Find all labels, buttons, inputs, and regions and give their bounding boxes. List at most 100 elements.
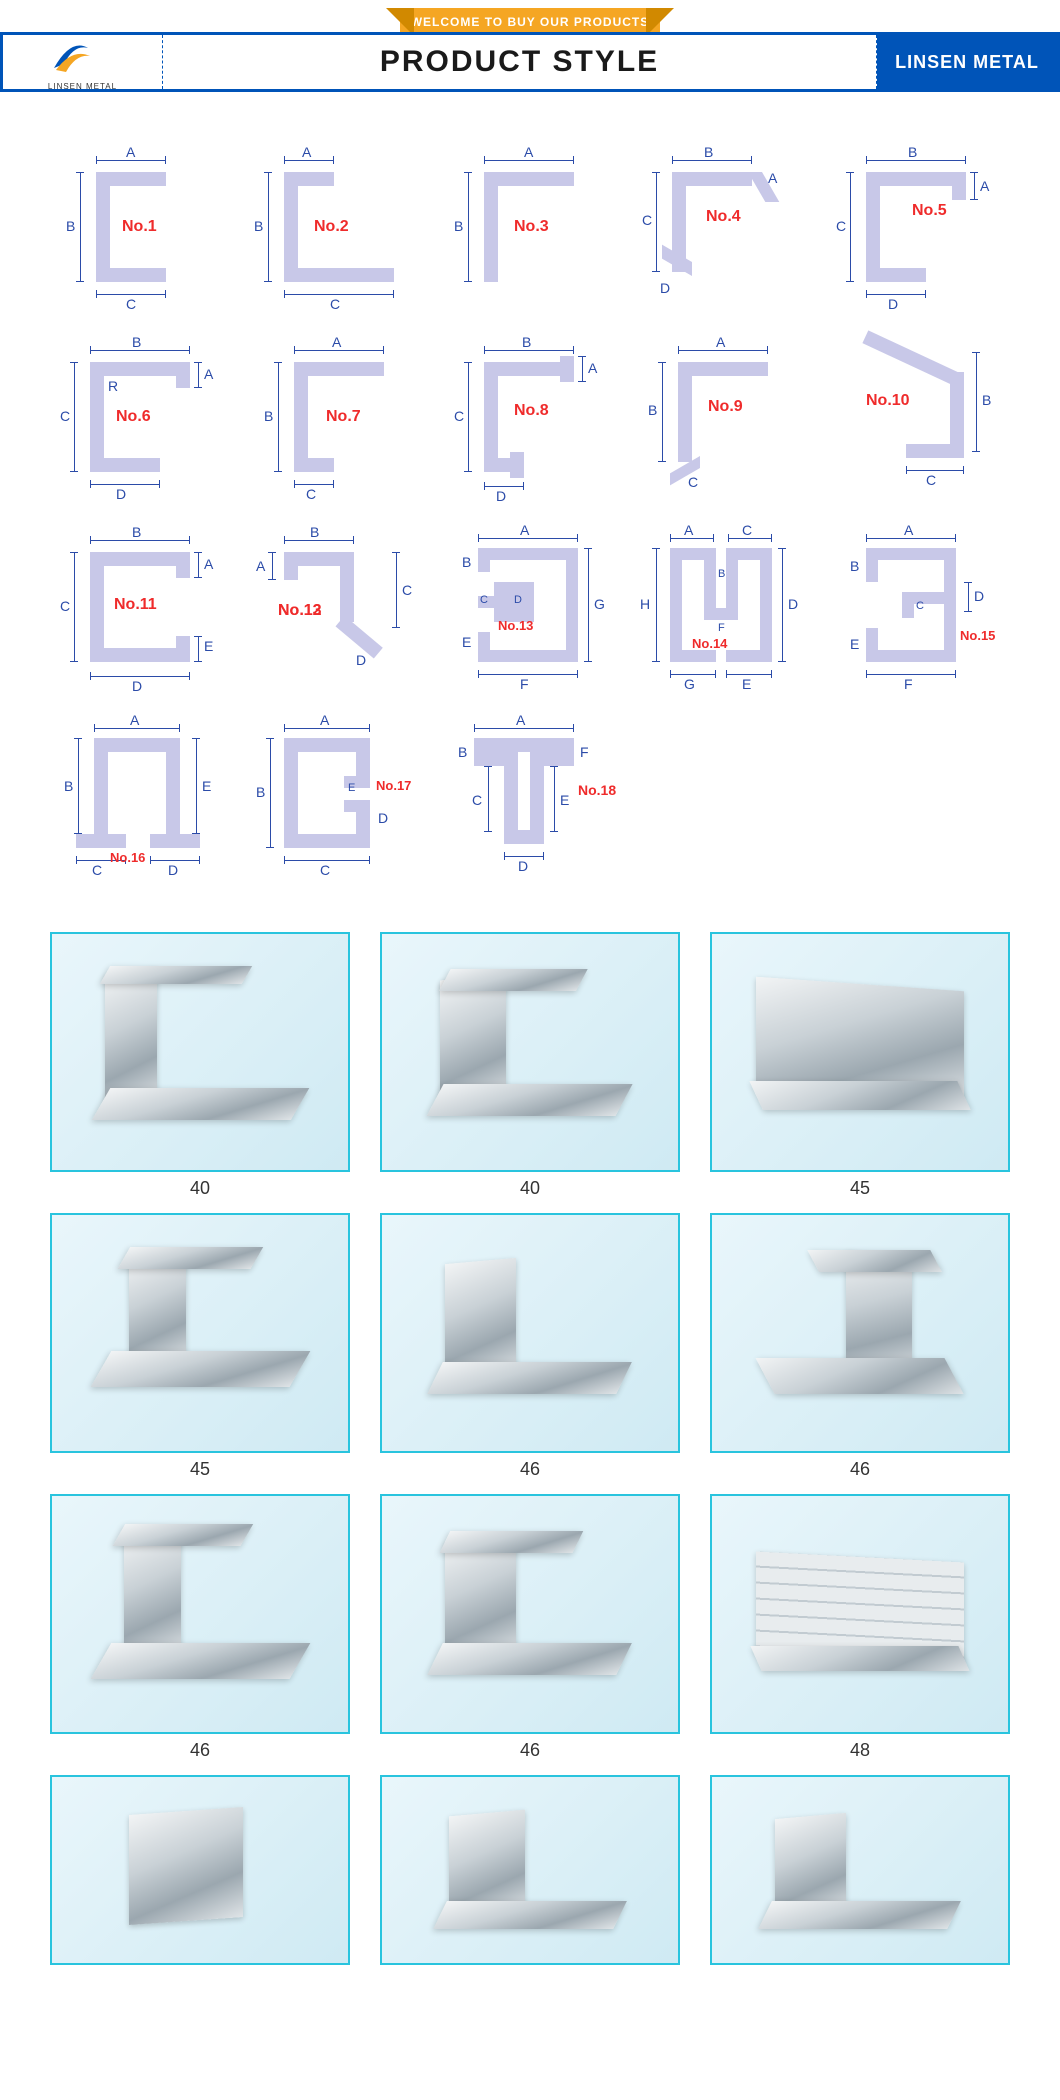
dim-label: B [310,524,319,540]
profile-id: No.6 [116,408,151,426]
profile-cell: B A C D No.8 [438,342,618,492]
product-photo [50,1494,350,1734]
dim-label: C [60,598,70,614]
dim-label: C [330,296,340,312]
profile-cell: B A C D No.5 [826,152,1006,302]
photo-caption: 40 [380,1178,680,1199]
profile-id: No.3 [514,218,549,236]
profile-id: No.1 [122,218,157,236]
photo-item: 45 [50,1213,350,1480]
dim-label: A [520,522,529,538]
product-photo [710,1213,1010,1453]
profile-cell: B C No.10 [826,342,1006,492]
dim-label: B [256,784,265,800]
product-photo [380,932,680,1172]
dim-label: C [742,522,752,538]
profile-id: No.8 [514,402,549,420]
page-title: PRODUCT STYLE [163,45,876,79]
profile-id: No.2 [314,218,349,236]
photo-caption: 45 [50,1459,350,1480]
dim-label: E [204,638,213,654]
dim-label: D [116,486,126,502]
dim-label: B [254,218,263,234]
dim-label: B [64,778,73,794]
photo-caption: 46 [380,1740,680,1761]
dim-label: D [660,280,670,296]
product-photo [380,1213,680,1453]
profile-cell: A B C D E F No.15 [826,532,1006,682]
dim-label: C [472,792,482,808]
dim-label: D [788,596,798,612]
dim-label: A [126,144,135,160]
photo-caption: 46 [710,1459,1010,1480]
dim-label: B [982,392,991,408]
dim-label: A [904,522,913,538]
dim-label: D [496,488,506,504]
brand-badge: LINSEN METAL [877,35,1057,89]
dim-label: A [588,360,597,376]
profile-diagram-grid: A B C No.1 A B C No.2 A B No.3 B [0,92,1060,912]
profile-cell: A B C No.2 [244,152,424,302]
dim-label: D [132,678,142,694]
photo-item: 48 [710,1494,1010,1761]
dim-label: R [108,378,118,394]
dim-label: D [974,588,984,604]
dim-label: C [642,212,652,228]
dim-label: B [648,402,657,418]
profile-id: No.4 [706,208,741,226]
dim-label: D [378,810,388,826]
dim-label: B [132,524,141,540]
dim-label: F [580,744,589,760]
photo-item: 40 [380,932,680,1199]
dim-label: C [320,862,330,878]
dim-label: D [518,858,528,874]
photo-item [710,1775,1010,1965]
logo-box: LINSEN METAL [3,35,163,89]
profile-cell: A B No.3 [438,152,618,302]
dim-label: D [168,862,178,878]
dim-label: B [850,558,859,574]
dim-label: B [132,334,141,350]
dim-label: A [302,144,311,160]
title-bar: LINSEN METAL PRODUCT STYLE LINSEN METAL [0,32,1060,92]
profile-cell: A C B F H D G E No.14 [632,532,812,682]
dim-label: A [332,334,341,350]
product-photo [50,932,350,1172]
dim-label: C [916,600,924,612]
dim-label: D [514,594,522,606]
dim-label: A [130,712,139,728]
profile-id: No.14 [692,636,727,651]
dim-label: C [454,408,464,424]
profile-cell: A B C No.7 [244,342,424,492]
profile-id: No.11 [114,596,157,614]
dim-label: C [92,862,102,878]
photo-item: 46 [380,1494,680,1761]
dim-label: A [204,556,213,572]
photo-item: 40 [50,932,350,1199]
dim-label: A [204,366,213,382]
profile-cell: B A C D No.4 [632,152,812,302]
photo-item [380,1775,680,1965]
profile-id: No.5 [912,202,947,220]
dim-label: E [560,792,569,808]
dim-label: B [908,144,917,160]
dim-label: G [684,676,695,692]
dim-label: C [480,594,488,606]
dim-label: A [768,170,777,186]
dim-label: F [520,676,529,692]
photo-caption: 46 [380,1459,680,1480]
profile-id: No.13 [498,618,533,633]
profile-cell: B A E C D No.11 [50,532,230,682]
dim-label: A [320,712,329,728]
product-photo-grid: 40 40 45 45 [0,912,1060,1965]
profile-id: No.9 [708,398,743,416]
photo-item: 46 [710,1213,1010,1480]
logo-text: LINSEN METAL [48,82,117,91]
dim-label: C [402,582,412,598]
dim-label: B [462,554,471,570]
dim-label: C [926,472,936,488]
dim-label: E [462,634,471,650]
dim-label: A [524,144,533,160]
dim-label: G [594,596,605,612]
photo-item [50,1775,350,1965]
